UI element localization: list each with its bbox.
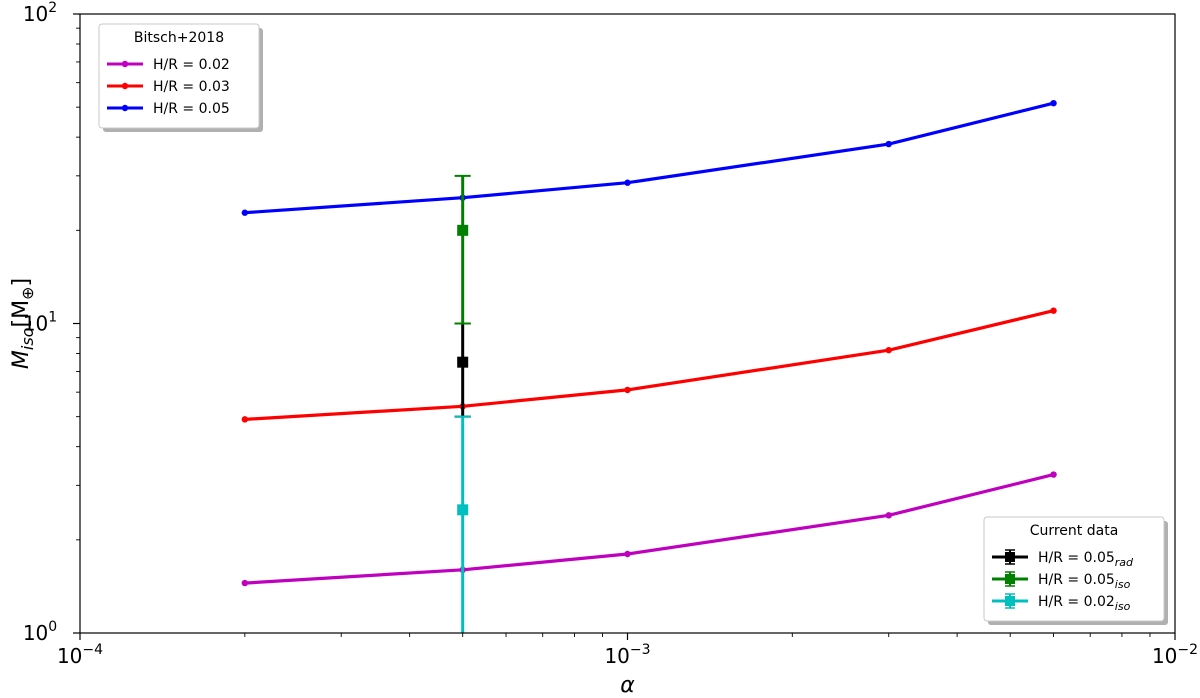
series-line: [244, 101, 1054, 215]
errorbar-marker: [457, 224, 469, 236]
y-tick-label: 102: [23, 0, 57, 26]
legend-label: H/R = 0.02iso: [1038, 594, 1131, 613]
x-tick-label: 10−4: [57, 642, 103, 668]
data-point: [241, 416, 249, 423]
data-point: [624, 386, 631, 394]
data-point: [885, 346, 892, 354]
legend-marker: [121, 82, 129, 90]
legend-entry: H/R = 0.03: [107, 79, 230, 95]
plot-area: [241, 99, 1057, 633]
legend-label: H/R = 0.05iso: [1038, 572, 1131, 591]
legend-entry: H/R = 0.05: [107, 101, 230, 117]
y-label-sub: iso: [18, 327, 37, 350]
data-point: [885, 512, 892, 519]
legend-marker: [121, 104, 129, 112]
data-point: [1050, 307, 1057, 314]
legend-entry: H/R = 0.05iso: [992, 571, 1131, 591]
data-point: [1050, 99, 1057, 107]
y-tick-label: 101: [23, 310, 57, 336]
data-point: [1050, 471, 1057, 478]
legend-entry: H/R = 0.02: [107, 57, 230, 73]
data-point: [241, 209, 249, 216]
svg-text:Miso[M⊕]: Miso[M⊕]: [9, 278, 37, 369]
y-label-unit: [M: [9, 300, 34, 328]
legend-title: Current data: [1030, 523, 1119, 539]
errorbar-point-3: [454, 415, 471, 633]
series-line: [244, 309, 1054, 421]
legend-box: [98, 23, 260, 129]
x-axis-label: α: [620, 673, 635, 698]
legend-data: Current data H/R = 0.05rad H/R = 0.05iso H…: [983, 516, 1168, 625]
legend-marker: [1005, 574, 1015, 584]
y-label-unit-end: ]: [9, 278, 34, 287]
legend-label: H/R = 0.05rad: [1038, 550, 1134, 569]
data-point: [624, 179, 631, 186]
legend-marker: [1005, 552, 1015, 562]
data-point: [241, 579, 249, 587]
errorbar-point-1: [454, 322, 471, 418]
data-point: [885, 140, 892, 148]
series-line: [244, 473, 1054, 585]
data-point: [624, 550, 631, 558]
legend-entry: H/R = 0.05rad: [992, 549, 1134, 569]
legend-title: Bitsch+2018: [134, 30, 224, 46]
series-2: [241, 307, 1057, 423]
errorbar-marker: [457, 504, 469, 516]
series-1: [241, 471, 1057, 587]
legend-marker: [1005, 596, 1015, 606]
axis-ticks: 10−4 10−3 10−2 100 101 102: [23, 0, 1198, 668]
y-label-unit-sub: ⊕: [18, 287, 37, 300]
legend-marker: [121, 60, 129, 68]
legend-label: H/R = 0.05: [153, 101, 230, 117]
y-axis-label: Miso[M⊕]: [9, 278, 37, 369]
legend-label: H/R = 0.02: [153, 57, 230, 73]
legend-model: Bitsch+2018 H/R = 0.02 H/R = 0.03 H/R = 0.…: [98, 23, 263, 132]
series-3: [241, 99, 1057, 216]
errorbar-point-2: [454, 174, 471, 325]
y-tick-label: 100: [23, 619, 57, 645]
legend-entry: H/R = 0.02iso: [992, 593, 1131, 613]
x-tick-label: 10−2: [1152, 642, 1198, 668]
errorbar-marker: [457, 356, 469, 368]
x-tick-label: 10−3: [604, 642, 650, 668]
legend-label: H/R = 0.03: [153, 79, 230, 95]
y-label-main: M: [9, 350, 34, 369]
legend-box: [983, 516, 1165, 622]
